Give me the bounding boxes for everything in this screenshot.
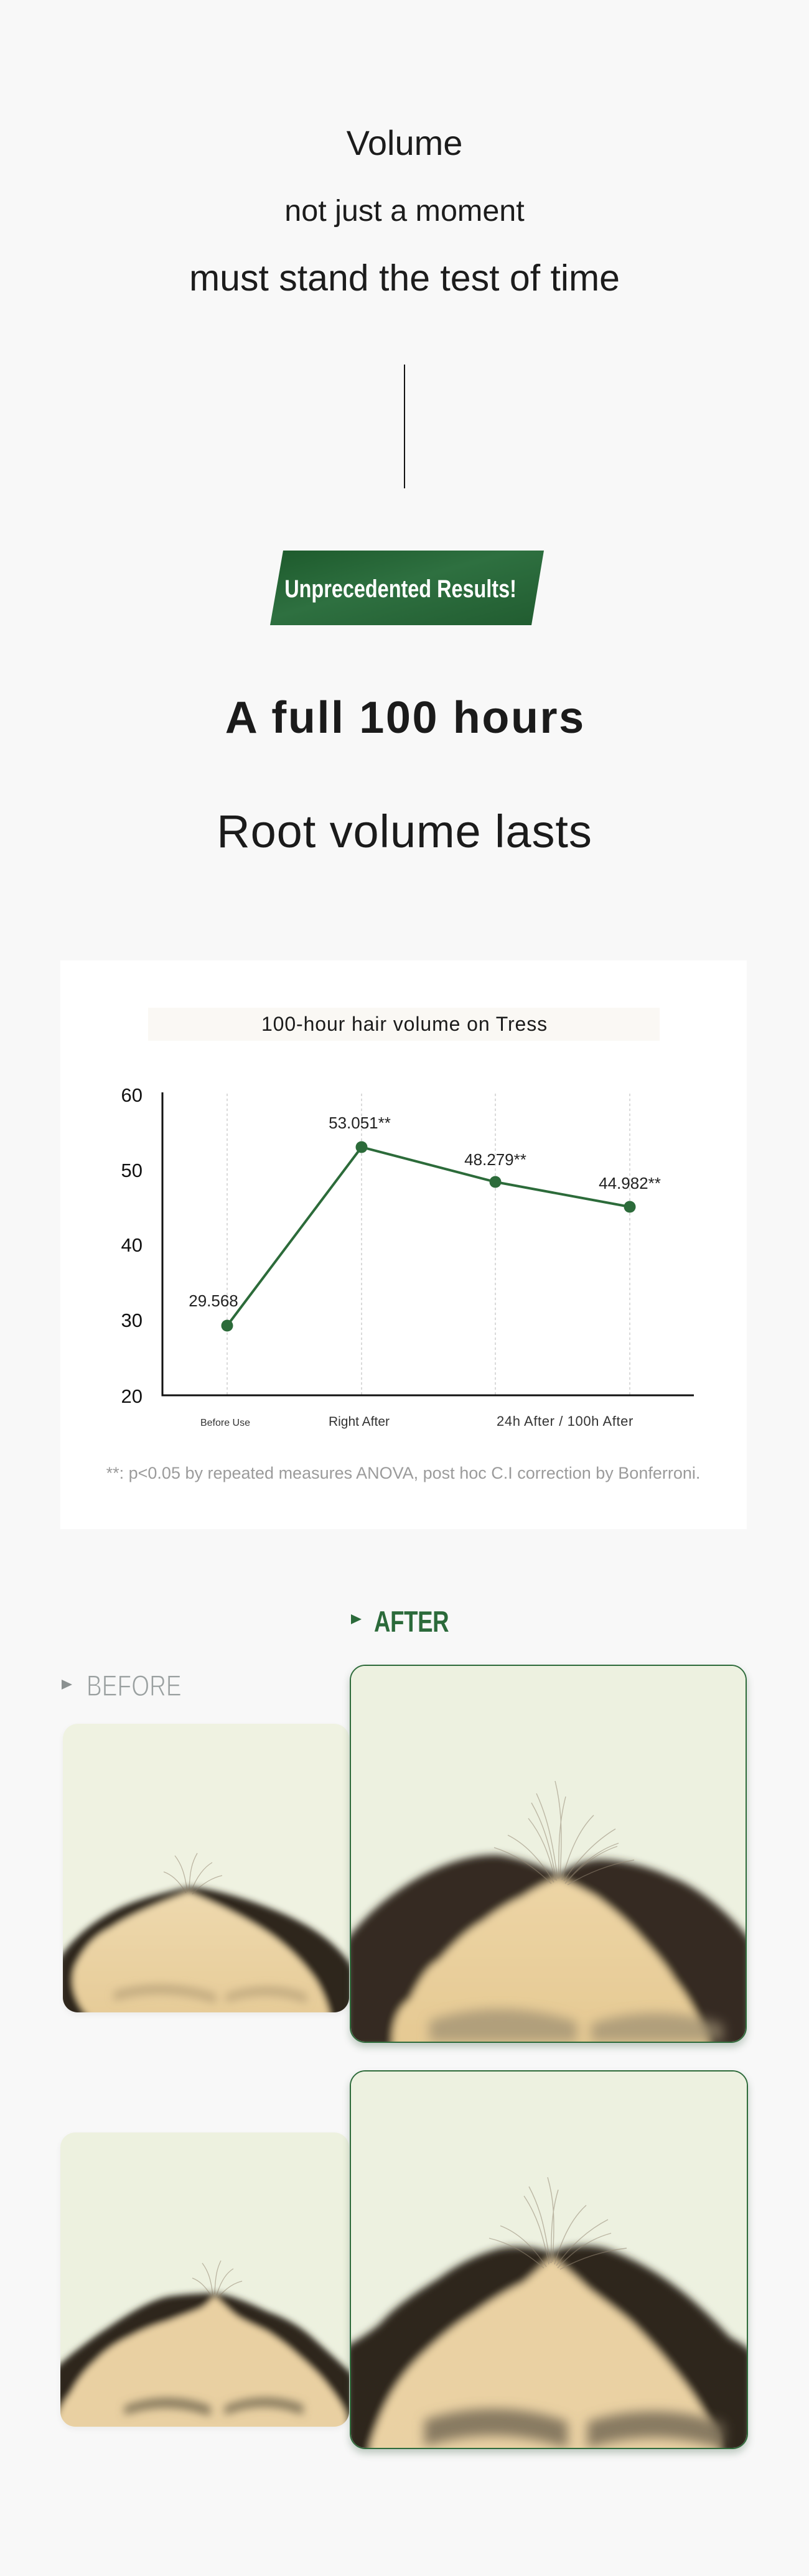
svg-text:44.982**: 44.982** <box>599 1174 661 1193</box>
svg-text:53.051**: 53.051** <box>329 1114 391 1132</box>
svg-text:50: 50 <box>121 1160 143 1181</box>
svg-text:40: 40 <box>121 1234 143 1256</box>
svg-text:24h After / 100h After: 24h After / 100h After <box>497 1413 634 1429</box>
svg-text:Right After: Right After <box>329 1415 390 1429</box>
svg-text:Before Use: Before Use <box>200 1418 250 1428</box>
svg-text:30: 30 <box>121 1309 143 1331</box>
svg-text:**: p<0.05 by repeated measure: **: p<0.05 by repeated measures ANOVA, p… <box>106 1464 701 1482</box>
svg-text:20: 20 <box>121 1385 143 1407</box>
svg-text:48.279**: 48.279** <box>464 1150 526 1169</box>
svg-text:60: 60 <box>121 1084 143 1106</box>
svg-text:29.568: 29.568 <box>189 1291 238 1310</box>
